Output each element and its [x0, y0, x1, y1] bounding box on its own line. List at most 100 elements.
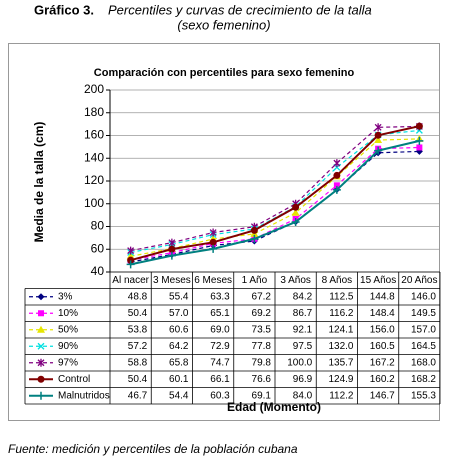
x-tick-label: Al nacer: [112, 275, 149, 286]
legend-label: 97%: [58, 357, 78, 368]
table-value: 146.0: [411, 291, 436, 302]
y-tick-label: 80: [91, 219, 105, 233]
y-tick-label: 160: [84, 128, 104, 142]
table-value: 132.0: [328, 341, 353, 352]
marker: [292, 203, 300, 211]
x-tick-label: 6 Meses: [194, 275, 232, 286]
marker: [209, 244, 218, 253]
table-value: 54.4: [169, 390, 189, 401]
table-value: 164.5: [411, 341, 436, 352]
table-value: 96.9: [293, 374, 313, 385]
marker: [374, 136, 383, 144]
legend-label: 90%: [58, 341, 78, 352]
table-value: 69.2: [252, 308, 272, 319]
marker: [374, 131, 382, 139]
table-value: 58.8: [128, 357, 148, 368]
table-value: 97.5: [293, 341, 313, 352]
table-value: 65.8: [169, 357, 189, 368]
marker: [333, 171, 341, 179]
marker: [291, 217, 300, 226]
table-value: 50.4: [128, 308, 148, 319]
marker: [291, 208, 300, 216]
series-line: [130, 125, 420, 252]
table-value: 53.8: [128, 324, 148, 335]
marker: [415, 136, 424, 145]
x-axis-label: Edad (Momento): [227, 400, 321, 414]
table-value: 79.8: [252, 357, 272, 368]
table-value: 157.0: [411, 324, 436, 335]
table-value: 69.0: [210, 324, 230, 335]
marker: [167, 251, 176, 260]
table-value: 84.0: [293, 390, 313, 401]
table-value: 57.2: [128, 341, 148, 352]
footer: Fuente: medición y percentiles de la pob…: [8, 442, 298, 456]
marker: [250, 226, 258, 234]
x-tick-label: 3 Meses: [153, 275, 191, 286]
table-value: 76.6: [252, 374, 272, 385]
table-value: 73.5: [252, 324, 272, 335]
chart-frame: [8, 43, 440, 421]
y-tick-label: 40: [91, 264, 105, 278]
marker: [415, 122, 423, 130]
marker: [332, 185, 341, 194]
marker: [168, 245, 176, 253]
y-tick-label: 120: [84, 173, 104, 187]
marker: [127, 246, 135, 255]
legend-marker: [37, 358, 45, 367]
table-value: 72.9: [210, 341, 230, 352]
table-value: 69.1: [252, 390, 272, 401]
table-value: 135.7: [328, 357, 353, 368]
table-value: 168.2: [411, 374, 436, 385]
y-tick-label: 140: [84, 150, 104, 164]
table-value: 60.1: [169, 374, 189, 385]
series: [127, 122, 423, 264]
legend-marker: [37, 325, 45, 333]
y-tick-label: 180: [84, 105, 104, 119]
table-value: 148.4: [370, 308, 395, 319]
table-value: 149.5: [411, 308, 436, 319]
marker: [168, 238, 176, 247]
table-value: 124.9: [328, 374, 353, 385]
table-value: 112.5: [329, 291, 354, 302]
legend-marker: [37, 391, 45, 400]
legend-label: 3%: [58, 291, 73, 302]
series-line: [130, 146, 420, 261]
table-value: 144.8: [370, 291, 395, 302]
table-value: 156.0: [370, 324, 395, 335]
table-value: 77.8: [252, 341, 272, 352]
caption-label: Gráfico 3.: [34, 2, 94, 17]
marker: [374, 146, 383, 155]
table-value: 92.1: [293, 324, 313, 335]
table-value: 112.2: [329, 390, 354, 401]
table-value: 168.0: [411, 357, 436, 368]
table-value: 63.3: [210, 291, 230, 302]
x-tick-label: 20 Años: [401, 275, 437, 286]
y-tick-label: 60: [91, 241, 105, 255]
legend-marker: [37, 342, 45, 350]
marker: [209, 238, 217, 246]
marker: [250, 234, 259, 243]
table-value: 60.3: [210, 390, 230, 401]
table-value: 86.7: [293, 308, 313, 319]
table-value: 48.8: [128, 291, 148, 302]
table-value: 50.4: [128, 374, 148, 385]
table-value: 57.0: [169, 308, 189, 319]
x-tick-label: 1 Año: [242, 275, 268, 286]
series-line: [130, 125, 420, 262]
marker: [209, 228, 217, 237]
table-value: 160.5: [370, 341, 395, 352]
marker: [333, 159, 341, 168]
chart-title: Comparación con percentiles para sexo fe…: [94, 67, 355, 79]
y-tick-label: 200: [84, 82, 104, 96]
table-value: 46.7: [128, 390, 148, 401]
x-tick-label: 8 Años: [322, 275, 353, 286]
legend-marker: [37, 375, 45, 383]
table-value: 67.2: [252, 291, 272, 302]
marker: [416, 144, 423, 151]
table-value: 64.2: [169, 341, 189, 352]
legend-label: Control: [58, 374, 90, 385]
table-value: 155.3: [411, 390, 436, 401]
table-value: 55.4: [169, 291, 189, 302]
